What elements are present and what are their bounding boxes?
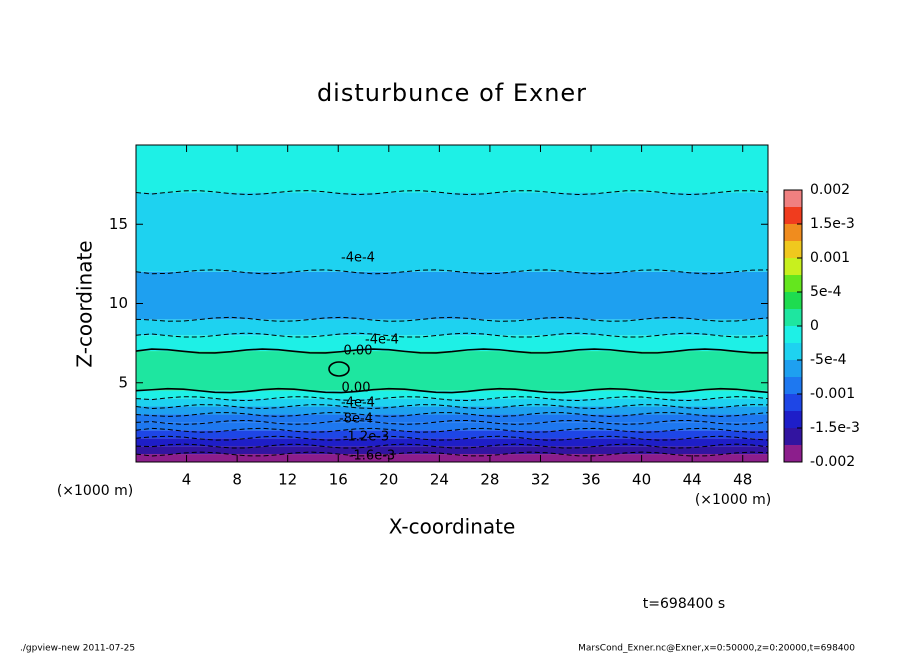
contour-line [135, 387, 769, 394]
time-label: t=698400 s [643, 596, 725, 612]
field-band [136, 390, 768, 399]
field-band [136, 192, 768, 272]
contour-line [135, 404, 769, 410]
field-band [136, 319, 768, 336]
contour-line [135, 419, 769, 425]
contour-label: 0.00 [344, 344, 373, 359]
colorbar-tick-label: 0 [810, 318, 819, 334]
contour-line [135, 451, 769, 457]
colorbar-swatch [784, 207, 802, 224]
colorbar-swatch [784, 428, 802, 445]
colorbar-swatch [784, 377, 802, 394]
field-band [136, 351, 768, 391]
colorbar-swatch [784, 326, 802, 343]
colorbar-tick-label: 5e-4 [810, 284, 842, 300]
colorbar-tick-label: -5e-4 [810, 352, 847, 368]
colorbar-tick-label: 0.001 [810, 250, 850, 266]
x-tick-label: 24 [430, 471, 449, 489]
colorbar-swatch [784, 309, 802, 326]
field-band [136, 398, 768, 407]
contour-line [135, 427, 769, 433]
colorbar-tick-label: -0.001 [810, 386, 855, 402]
colorbar-swatch [784, 241, 802, 258]
field-band [136, 335, 768, 352]
contour-line [135, 435, 769, 441]
contour-line [135, 348, 769, 354]
colorbar-tick-label: 0.002 [810, 182, 850, 198]
y-tick-label: 10 [109, 294, 128, 312]
field-band [136, 145, 768, 193]
colorbar-tick-label: -1.5e-3 [810, 420, 860, 436]
colorbar-swatch [784, 224, 802, 241]
y-tick-label: 5 [118, 373, 128, 391]
contour-label: -4e-4 [365, 333, 399, 348]
field-band [136, 406, 768, 415]
chart-title: disturbunce of Exner [317, 79, 587, 107]
field-band [136, 414, 768, 423]
colorbar-swatch [784, 394, 802, 411]
x-tick-label: 36 [581, 471, 600, 489]
contour-label: -1.6e-3 [349, 449, 395, 464]
contour-line [135, 332, 769, 338]
contour-label: -4e-4 [341, 396, 375, 411]
x-tick-label: 12 [278, 471, 297, 489]
y-unit: (×1000 m) [57, 483, 133, 499]
x-tick-label: 4 [182, 471, 192, 489]
x-tick-label: 16 [329, 471, 348, 489]
contour-label: 0.00 [342, 381, 371, 396]
x-tick-label: 40 [632, 471, 651, 489]
x-tick-label: 48 [733, 471, 752, 489]
x-tick-label: 28 [480, 471, 499, 489]
field-band [136, 446, 768, 455]
colorbar-swatch [784, 411, 802, 428]
field-band [136, 430, 768, 439]
x-tick-label: 20 [379, 471, 398, 489]
field-band [136, 422, 768, 431]
contour-line [135, 412, 769, 417]
colorbar-swatch [784, 360, 802, 377]
plot-area: -4e-40.000.00-4e-4-8e-4-1.2e-3-1.6e-3-4e… [135, 145, 769, 464]
y-axis-label: Z-coordinate [73, 240, 97, 367]
field-band [136, 271, 768, 320]
contour-label: -1.2e-3 [343, 430, 389, 445]
colorbar-swatch [784, 190, 802, 207]
footer-left: ./gpview-new 2011-07-25 [20, 644, 135, 654]
field-band [136, 454, 768, 462]
contour-line [135, 269, 769, 275]
contour-line [135, 190, 769, 196]
y-tick-label: 15 [109, 215, 128, 233]
contour-label: -8e-4 [339, 412, 373, 427]
x-tick-label: 8 [232, 471, 242, 489]
x-tick-label: 44 [683, 471, 702, 489]
x-tick-label: 32 [531, 471, 550, 489]
colorbar-swatch [784, 343, 802, 360]
x-axis-label: X-coordinate [389, 515, 516, 539]
colorbar-tick-label: -0.002 [810, 454, 855, 470]
contour-label: -4e-4 [341, 251, 375, 266]
footer-right: MarsCond_Exner.nc@Exner,x=0:50000,z=0:20… [578, 644, 855, 654]
colorbar-swatch [784, 445, 802, 462]
x-unit: (×1000 m) [695, 492, 771, 508]
contour-line [328, 361, 350, 377]
field-band [136, 438, 768, 447]
colorbar-swatch [784, 292, 802, 309]
colorbar-swatch [784, 275, 802, 292]
colorbar-tick-label: 1.5e-3 [810, 216, 855, 232]
colorbar-swatch [784, 258, 802, 275]
contour-line [135, 396, 769, 402]
contour-line [135, 443, 769, 449]
contour-line [135, 316, 769, 322]
